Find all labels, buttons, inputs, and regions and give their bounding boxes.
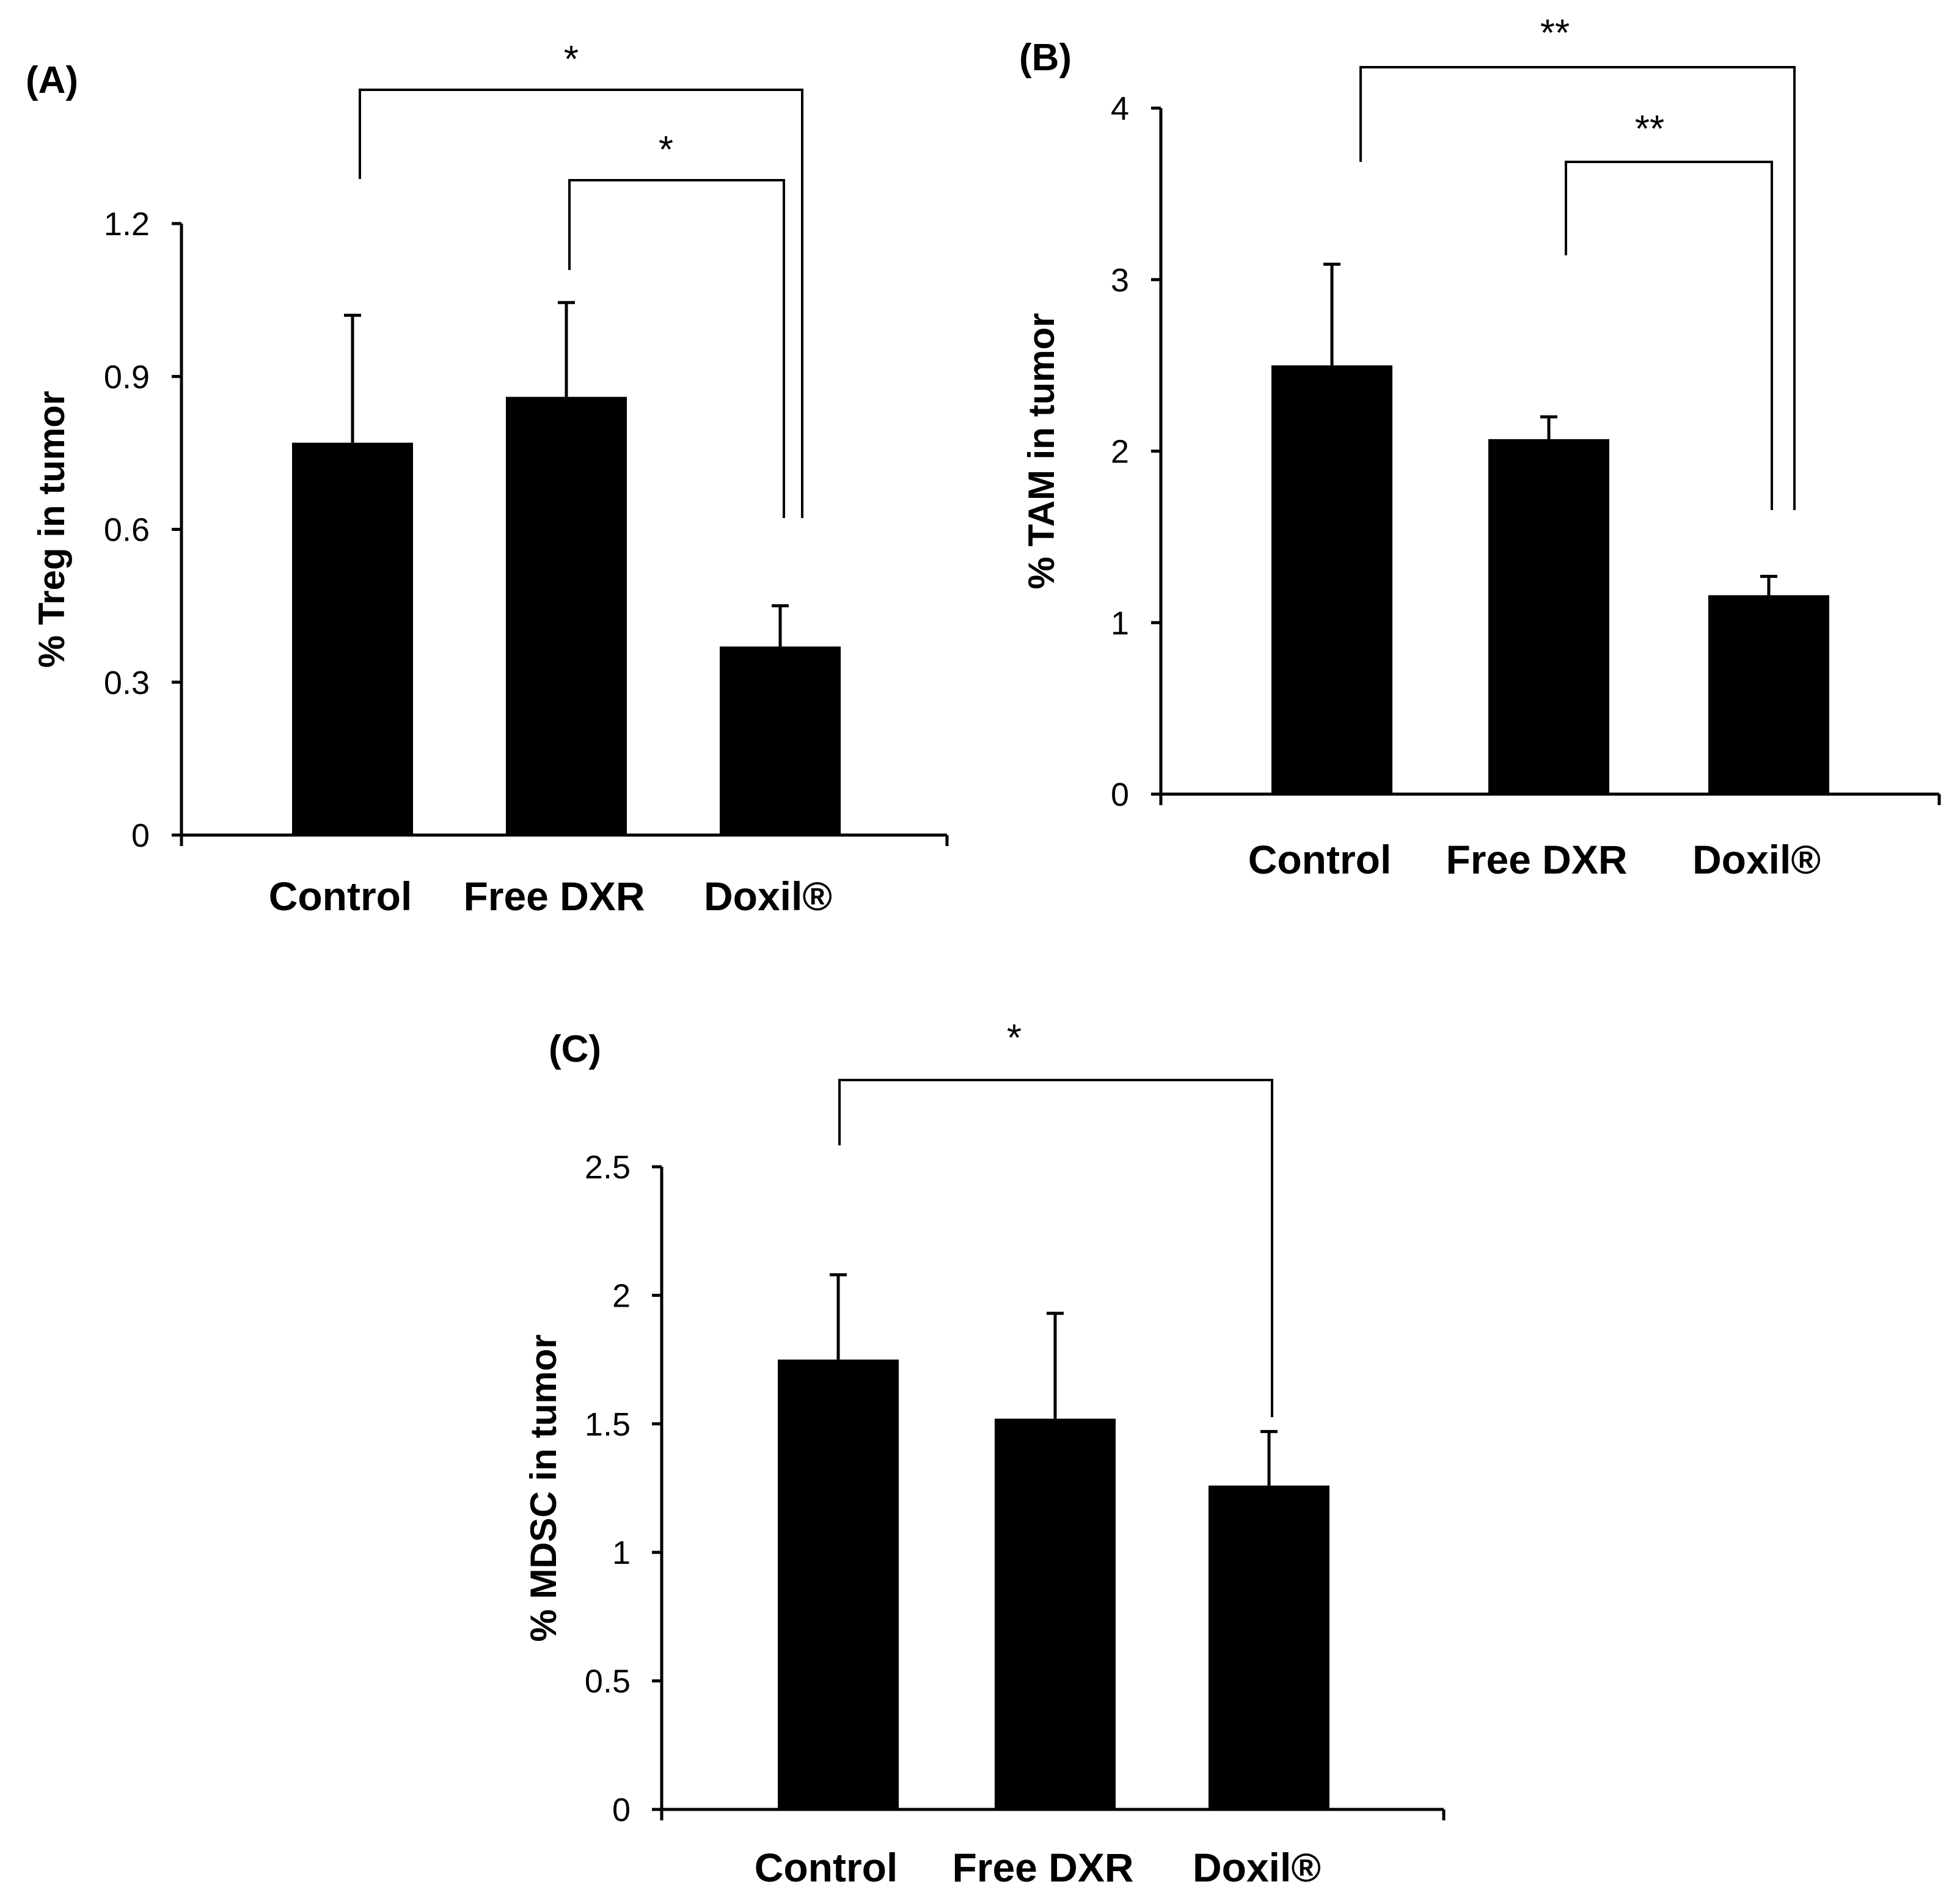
significance-marker: * bbox=[1007, 1017, 1022, 1059]
y-tick-label: 0.3 bbox=[104, 665, 150, 701]
bar-free-dxr bbox=[995, 1418, 1116, 1809]
y-tick-label: 0 bbox=[1111, 776, 1129, 813]
chart-panel-1: (A) 0 0.3 0.6 0.9 1.2 % Treg in tumor Control Fr… bbox=[26, 38, 949, 919]
bar-doxil bbox=[720, 646, 841, 835]
bar-doxil bbox=[1708, 595, 1829, 794]
y-tick-label: 1.5 bbox=[585, 1406, 631, 1443]
y-tick-label: 1.2 bbox=[104, 206, 150, 243]
significance-marker: * bbox=[659, 129, 673, 171]
panel-label: (C) bbox=[549, 1028, 601, 1070]
bar-control bbox=[292, 442, 413, 835]
y-tick-label: 0.9 bbox=[104, 359, 150, 395]
panel-label: (B) bbox=[1019, 37, 1072, 79]
y-axis-title: % TAM in tumor bbox=[1021, 313, 1062, 589]
category-label-free-dxr: Free DXR bbox=[463, 874, 645, 919]
significance-marker: ** bbox=[1635, 108, 1664, 150]
category-label-control: Control bbox=[269, 874, 412, 919]
bar-control bbox=[1271, 365, 1392, 794]
y-tick-label: 1 bbox=[612, 1535, 631, 1571]
significance-bracket bbox=[359, 89, 803, 518]
y-tick-label: 2 bbox=[1111, 434, 1129, 470]
significance-bracket bbox=[1359, 66, 1796, 510]
bar-free-dxr bbox=[1488, 439, 1609, 794]
category-label-doxil: Doxil® bbox=[1193, 1845, 1321, 1890]
significance-bracket bbox=[1565, 161, 1773, 510]
significance-marker: * bbox=[564, 38, 579, 81]
category-label-control: Control bbox=[1248, 837, 1392, 882]
panel-label: (A) bbox=[26, 59, 78, 101]
y-tick-label: 1 bbox=[1111, 605, 1129, 641]
category-label-free-dxr: Free DXR bbox=[952, 1845, 1133, 1890]
y-tick-label: 0.6 bbox=[104, 512, 150, 549]
chart-panel-2: (B) 0 1 2 3 4 % TAM in tumor Control Free DXR Dox… bbox=[1019, 12, 1941, 882]
y-tick-label: 0 bbox=[131, 817, 150, 854]
significance-marker: ** bbox=[1540, 12, 1570, 54]
y-tick-label: 4 bbox=[1111, 90, 1129, 127]
chart-panel-3: (C) 0 0.5 1 1.5 2 2.5 % MDSC in tumor Control Fre… bbox=[523, 1017, 1446, 1890]
y-tick-label: 3 bbox=[1111, 262, 1129, 299]
category-label-free-dxr: Free DXR bbox=[1446, 837, 1627, 882]
category-label-doxil: Doxil® bbox=[1692, 837, 1821, 882]
significance-bracket bbox=[568, 179, 785, 518]
significance-bracket bbox=[838, 1079, 1273, 1417]
y-tick-label: 0 bbox=[612, 1792, 631, 1828]
bar-doxil bbox=[1209, 1485, 1329, 1809]
bar-free-dxr bbox=[506, 396, 627, 835]
y-tick-label: 2.5 bbox=[585, 1149, 631, 1186]
bar-control bbox=[778, 1359, 899, 1809]
y-axis-title: % MDSC in tumor bbox=[523, 1334, 564, 1641]
y-tick-label: 2 bbox=[612, 1277, 631, 1314]
category-label-doxil: Doxil® bbox=[704, 874, 832, 919]
y-tick-label: 0.5 bbox=[585, 1663, 631, 1700]
category-label-control: Control bbox=[755, 1845, 898, 1890]
y-axis-title: % Treg in tumor bbox=[31, 391, 72, 668]
